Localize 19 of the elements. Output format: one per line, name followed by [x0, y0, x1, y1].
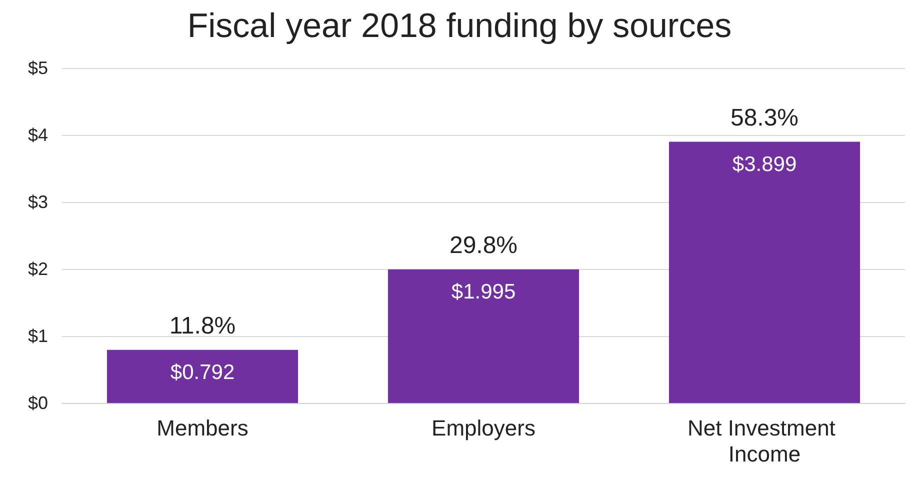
y-tick-label: $2 — [28, 259, 48, 279]
x-tick-label: Members — [156, 416, 248, 440]
chart-title: Fiscal year 2018 funding by sources — [187, 7, 732, 45]
data-label: $3.899 — [732, 152, 797, 176]
annotation: 11.8% — [169, 312, 236, 340]
bar — [668, 142, 860, 403]
y-tick-label: $1 — [28, 326, 48, 346]
x-tick-label: Employers — [432, 416, 536, 440]
bar — [388, 269, 580, 403]
data-label: $1.995 — [451, 280, 516, 304]
bar — [106, 350, 298, 403]
annotation: 29.8% — [449, 232, 518, 259]
annotation: 58.3% — [730, 104, 799, 132]
data-label: $0.792 — [170, 360, 235, 384]
y-tick-label: $0 — [28, 393, 48, 413]
y-tick-label: $4 — [28, 125, 48, 145]
x-tick-label: Net Investment Income — [687, 416, 842, 466]
y-tick-label: $5 — [28, 58, 48, 78]
y-tick-label: $3 — [28, 192, 48, 212]
